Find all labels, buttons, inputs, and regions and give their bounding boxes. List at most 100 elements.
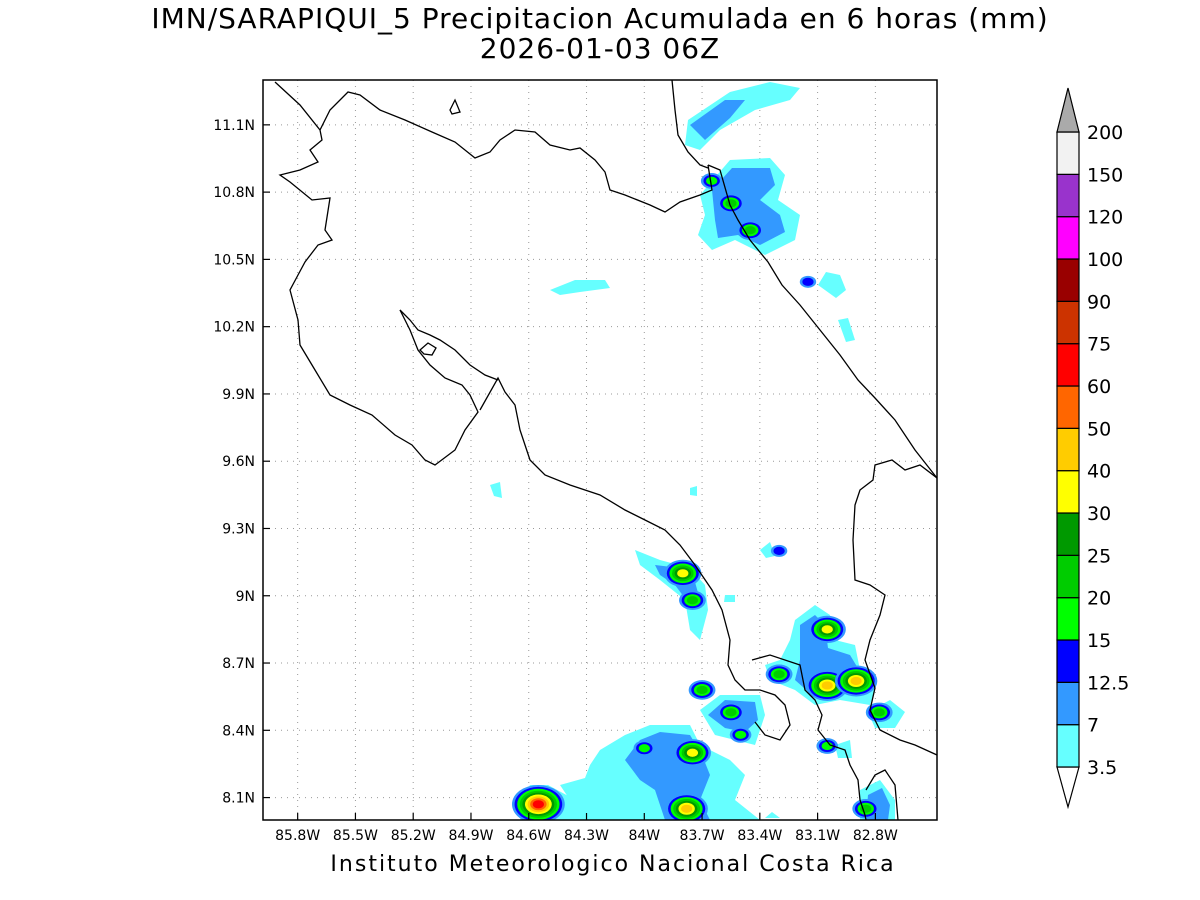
precip-core-ring xyxy=(532,800,544,809)
institution-footer: Instituto Meteorologico Nacional Costa R… xyxy=(330,852,896,877)
y-tick-label: 10.8N xyxy=(213,185,255,201)
map-title: IMN/SARAPIQUI_5 Precipitacion Acumulada … xyxy=(151,2,1049,35)
precip-area xyxy=(490,482,502,498)
map-frame xyxy=(262,79,938,821)
legend-swatch xyxy=(1056,724,1080,768)
north-border xyxy=(319,91,713,213)
osa-coast xyxy=(751,654,867,820)
legend-swatch xyxy=(1056,597,1080,641)
precip-core-ring xyxy=(734,730,747,739)
precip-area xyxy=(550,280,610,295)
color-legend: 3.5 7 12.5 15 20 25 30 40 50 60 75 90 100 120 150 200 xyxy=(1056,87,1129,810)
precip-core-ring xyxy=(850,676,862,686)
legend-label: 3.5 xyxy=(1087,757,1117,779)
pacific-coast-north xyxy=(274,81,479,466)
legend-label: 150 xyxy=(1087,164,1123,186)
legend-label: 200 xyxy=(1087,122,1123,144)
precip-core-ring xyxy=(773,546,785,556)
precip-core-ring xyxy=(725,708,737,717)
pacific-coast-central xyxy=(479,376,791,741)
legend-label: 50 xyxy=(1087,418,1111,440)
precip-core-ring xyxy=(696,685,708,695)
x-tick-label: 84.6W xyxy=(506,828,551,844)
precip-core-ring xyxy=(873,708,885,717)
legend-swatch xyxy=(1056,131,1080,175)
nicoya-island xyxy=(419,342,437,356)
legend-label: 40 xyxy=(1087,461,1111,483)
precip-core-ring xyxy=(677,569,689,578)
caribbean-coast xyxy=(707,164,937,479)
legend-swatch xyxy=(1056,216,1080,260)
y-tick-label: 9.6N xyxy=(222,454,255,470)
x-tick-label: 84.9W xyxy=(448,828,493,844)
precip-area xyxy=(724,595,735,602)
precip-core-ring xyxy=(821,681,833,690)
legend-swatch xyxy=(1056,385,1080,429)
legend-label: 15 xyxy=(1087,630,1111,652)
y-tick-label: 10.2N xyxy=(213,320,255,336)
legend-swatch xyxy=(1056,512,1080,556)
legend-label: 120 xyxy=(1087,207,1123,229)
legend-label: 100 xyxy=(1087,249,1123,271)
precip-area xyxy=(765,812,780,818)
x-tick-label: 85.5W xyxy=(333,828,378,844)
precip-cores xyxy=(511,173,893,820)
nicaragua-lake-shore xyxy=(449,98,461,115)
y-tick-label: 9.9N xyxy=(222,387,255,403)
y-tick-label: 8.4N xyxy=(222,723,255,739)
precip-core-ring xyxy=(744,226,756,235)
precip-area xyxy=(690,486,697,496)
y-tick-label: 9.3N xyxy=(222,521,255,537)
precip-area xyxy=(760,542,775,558)
precip-area xyxy=(818,272,846,298)
precip-core-ring xyxy=(821,741,833,751)
precip-area xyxy=(690,100,745,140)
precip-core-ring xyxy=(686,596,699,605)
gulf-nicoya-coast xyxy=(399,309,499,381)
x-tick-label: 83.4W xyxy=(737,828,782,844)
y-tick-label: 8.7N xyxy=(222,656,255,672)
legend-swatch xyxy=(1056,681,1080,726)
x-tick-label: 83.1W xyxy=(795,828,840,844)
precip-core-ring xyxy=(638,744,650,753)
legend-label: 90 xyxy=(1087,291,1111,313)
precip-area xyxy=(838,318,855,342)
x-tick-label: 84W xyxy=(628,828,660,844)
precip-core-ring xyxy=(802,277,814,286)
legend-upper-triangle xyxy=(1056,87,1080,133)
legend-label: 60 xyxy=(1087,376,1111,398)
precip-core-ring xyxy=(773,670,785,679)
precipitation-shading xyxy=(490,82,905,820)
legend-label: 20 xyxy=(1087,588,1111,610)
precip-core-ring xyxy=(686,748,699,757)
legend-lower-triangle xyxy=(1056,766,1080,810)
precip-core-ring xyxy=(725,199,737,208)
burica-coast xyxy=(865,769,899,820)
legend-swatch xyxy=(1056,300,1080,345)
legend-swatch xyxy=(1056,343,1080,387)
precip-core-ring xyxy=(706,176,718,186)
legend-swatch xyxy=(1056,427,1080,472)
coastlines xyxy=(274,80,937,820)
precip-core-ring xyxy=(681,804,693,813)
y-tick-label: 10.5N xyxy=(213,252,255,268)
x-tick-label: 85.8W xyxy=(275,828,320,844)
legend-label: 75 xyxy=(1087,334,1111,356)
map-axes: 85.8W 85.5W 85.2W 84.9W 84.6W 84.3W 84W 83.7W 83… xyxy=(213,118,898,844)
x-tick-label: 84.3W xyxy=(564,828,609,844)
x-tick-label: 82.8W xyxy=(853,828,898,844)
legend-swatch xyxy=(1056,173,1080,218)
caribbean-coast-north xyxy=(671,80,709,169)
legend-swatch xyxy=(1056,470,1080,514)
y-tick-label: 9N xyxy=(236,589,255,605)
precip-area xyxy=(685,82,800,150)
legend-swatch xyxy=(1056,554,1080,599)
legend-label: 30 xyxy=(1087,503,1111,525)
legend-label: 12.5 xyxy=(1087,672,1129,694)
x-tick-label: 85.2W xyxy=(391,828,436,844)
legend-label: 25 xyxy=(1087,545,1111,567)
precip-core-ring xyxy=(821,625,833,634)
map-subtitle: 2026-01-03 06Z xyxy=(479,32,721,65)
panama-border xyxy=(852,459,937,756)
